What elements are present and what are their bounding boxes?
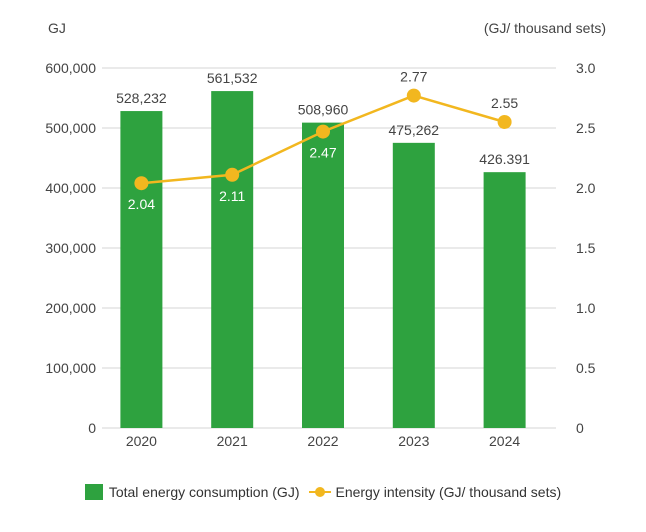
chart-plot: GJ (GJ/ thousand sets) 0 0 100,000 0.5 200,0… [45,20,606,449]
legend-label-bar: Total energy consumption (GJ) [108,484,300,500]
left-tick-label: 200,000 [45,300,96,316]
right-tick-label: 2.5 [576,120,596,136]
intensity-point-2020 [134,176,149,191]
intensity-point-2024 [497,115,512,129]
intensity-point-2021 [225,167,240,182]
intensity-value-label: 2.77 [400,69,427,85]
x-tick-label: 2022 [307,433,338,449]
left-tick-label: 400,000 [45,180,96,196]
bar-value-label: 508,960 [298,102,349,118]
right-tick-label: 0.5 [576,360,596,376]
right-tick-label: 1.0 [576,300,596,316]
right-tick-label: 1.5 [576,240,596,256]
bar-value-label: 561,532 [207,70,258,86]
right-tick-label: 0 [576,420,584,436]
legend-label-line: Energy intensity (GJ/ thousand sets) [335,484,562,500]
intensity-value-label: 2.11 [219,188,245,204]
left-tick-label: 500,000 [45,120,96,136]
legend-swatch-line [309,487,332,497]
intensity-point-2022 [316,124,330,139]
x-tick-label: 2020 [126,433,157,449]
right-axis-unit: (GJ/ thousand sets) [484,20,606,36]
intensity-value-label: 2.04 [128,196,155,212]
bar-value-label: 475,262 [388,122,439,138]
x-tick-label: 2021 [217,433,248,449]
legend-item-line: Energy intensity (GJ/ thousand sets) [305,484,561,500]
intensity-value-label: 2.47 [309,145,336,161]
bar-value-label: 528,232 [116,90,167,106]
left-tick-label: 300,000 [45,240,96,256]
legend: Total energy consumption (GJ) Energy int… [0,484,646,500]
left-axis-unit: GJ [48,20,66,36]
intensity-value-label: 2.55 [491,95,518,111]
bar-2023 [392,142,435,428]
intensity-point-2023 [406,88,421,103]
right-tick-label: 2.0 [576,180,596,196]
bar-2022 [302,122,344,429]
legend-item-bar: Total energy consumption (GJ) [84,484,300,500]
bar-2020 [120,111,163,429]
left-tick-label: 0 [88,420,96,436]
x-tick-label: 2023 [398,433,429,449]
x-tick-label: 2024 [489,433,520,449]
bar-2021 [211,91,254,428]
bar-value-label: 426.391 [479,151,530,167]
left-tick-label: 100,000 [45,360,96,376]
bar-2024 [483,172,526,428]
legend-swatch-bar [84,484,103,500]
left-tick-label: 600,000 [45,60,96,76]
right-tick-label: 3.0 [576,60,596,76]
